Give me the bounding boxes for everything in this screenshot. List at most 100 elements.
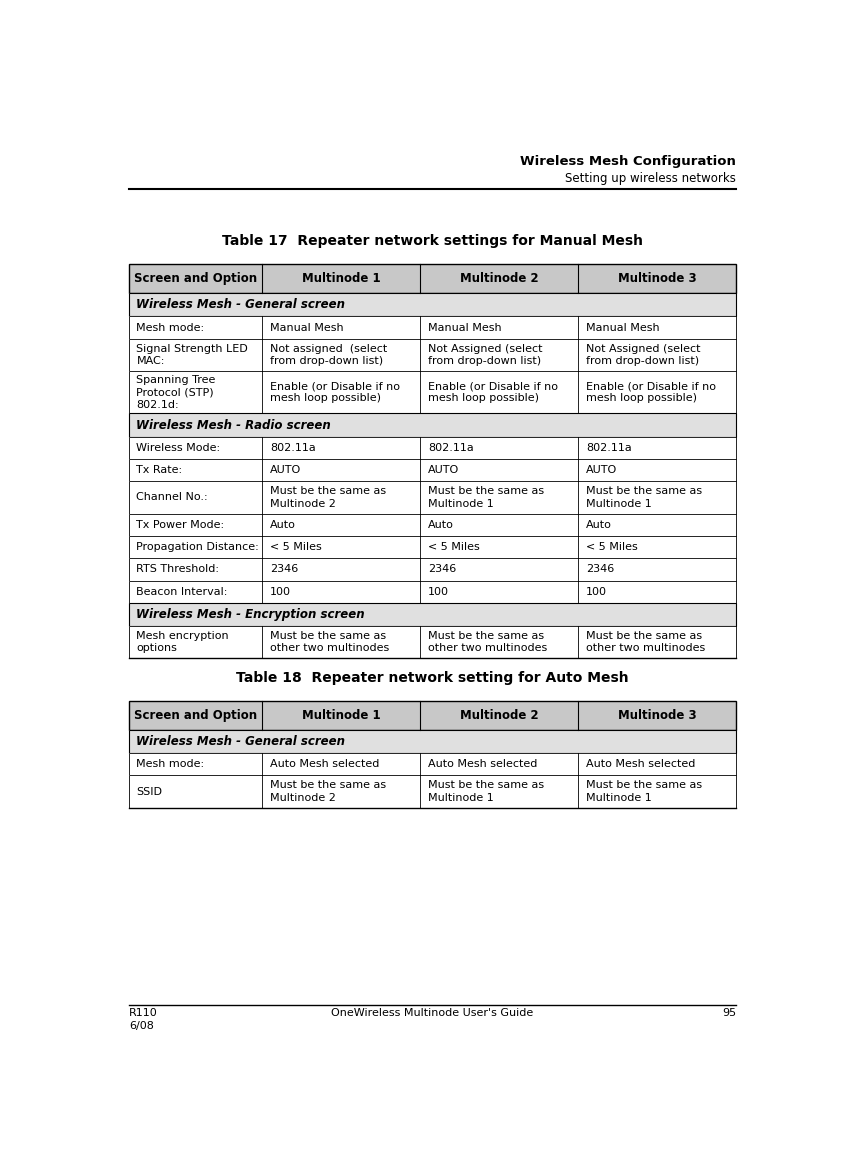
Bar (129, 535, 736, 558)
Text: AUTO: AUTO (428, 465, 459, 475)
Text: Setting up wireless networks: Setting up wireless networks (565, 171, 736, 184)
Bar (129, 558, 736, 581)
Text: 802.11a: 802.11a (270, 443, 316, 453)
Text: Must be the same as
Multinode 2: Must be the same as Multinode 2 (270, 486, 387, 508)
Text: Auto Mesh selected: Auto Mesh selected (428, 760, 538, 769)
Text: Wireless Mesh - Radio screen: Wireless Mesh - Radio screen (137, 418, 331, 432)
Bar (129, 535, 736, 558)
Bar (129, 730, 736, 753)
Text: Not assigned  (select
from drop-down list): Not assigned (select from drop-down list… (270, 344, 387, 366)
Text: Auto Mesh selected: Auto Mesh selected (270, 760, 380, 769)
Text: 100: 100 (586, 587, 607, 596)
Bar (129, 581, 736, 603)
Bar (129, 581, 736, 603)
Text: SSID: SSID (137, 787, 163, 796)
Bar (129, 626, 736, 659)
Text: Mesh mode:: Mesh mode: (137, 760, 204, 769)
Text: Tx Rate:: Tx Rate: (137, 465, 182, 475)
Text: Wireless Mesh - Encryption screen: Wireless Mesh - Encryption screen (137, 608, 365, 621)
Text: < 5 Miles: < 5 Miles (586, 542, 638, 552)
Bar (129, 513, 736, 535)
Bar (129, 701, 736, 730)
Bar (129, 371, 736, 413)
Bar (129, 775, 736, 808)
Text: AUTO: AUTO (586, 465, 617, 475)
Bar (129, 317, 736, 339)
Text: RTS Threshold:: RTS Threshold: (137, 565, 219, 574)
Bar (129, 317, 736, 339)
Text: Multinode 1: Multinode 1 (302, 709, 381, 722)
Text: Must be the same as
other two multinodes: Must be the same as other two multinodes (428, 630, 548, 654)
Text: AUTO: AUTO (270, 465, 301, 475)
Text: < 5 Miles: < 5 Miles (270, 542, 322, 552)
Text: Signal Strength LED
MAC:: Signal Strength LED MAC: (137, 344, 248, 366)
Text: 2346: 2346 (270, 565, 299, 574)
Text: Multinode 3: Multinode 3 (618, 272, 696, 285)
Text: Must be the same as
Multinode 1: Must be the same as Multinode 1 (428, 781, 544, 803)
Text: 802.11a: 802.11a (586, 443, 632, 453)
Bar (129, 603, 736, 626)
Bar (129, 459, 736, 481)
Text: Must be the same as
other two multinodes: Must be the same as other two multinodes (586, 630, 706, 654)
Text: R110: R110 (129, 1008, 158, 1018)
Bar (129, 294, 736, 317)
Text: Auto: Auto (270, 520, 296, 529)
Text: Enable (or Disable if no
mesh loop possible): Enable (or Disable if no mesh loop possi… (586, 382, 716, 404)
Text: Must be the same as
other two multinodes: Must be the same as other two multinodes (270, 630, 389, 654)
Text: Auto: Auto (586, 520, 612, 529)
Bar (129, 701, 736, 730)
Text: Multinode 2: Multinode 2 (460, 709, 538, 722)
Text: 100: 100 (270, 587, 291, 596)
Text: Manual Mesh: Manual Mesh (428, 323, 502, 332)
Bar (129, 513, 736, 535)
Text: Wireless Mesh Configuration: Wireless Mesh Configuration (521, 155, 736, 168)
Text: 802.11a: 802.11a (428, 443, 473, 453)
Bar (129, 603, 736, 626)
Text: Screen and Option: Screen and Option (134, 272, 257, 285)
Bar (129, 294, 736, 317)
Text: Must be the same as
Multinode 2: Must be the same as Multinode 2 (270, 781, 387, 803)
Text: Wireless Mesh - General screen: Wireless Mesh - General screen (137, 298, 345, 311)
Text: Must be the same as
Multinode 1: Must be the same as Multinode 1 (586, 781, 702, 803)
Text: Propagation Distance:: Propagation Distance: (137, 542, 259, 552)
Bar (129, 437, 736, 459)
Text: Multinode 3: Multinode 3 (618, 709, 696, 722)
Text: 6/08: 6/08 (129, 1021, 154, 1031)
Bar (129, 730, 736, 753)
Text: Channel No.:: Channel No.: (137, 492, 208, 502)
Text: 95: 95 (722, 1008, 736, 1018)
Text: Mesh encryption
options: Mesh encryption options (137, 630, 229, 654)
Text: Table 18  Repeater network setting for Auto Mesh: Table 18 Repeater network setting for Au… (236, 670, 629, 684)
Bar (129, 371, 736, 413)
Text: < 5 Miles: < 5 Miles (428, 542, 480, 552)
Text: OneWireless Multinode User's Guide: OneWireless Multinode User's Guide (332, 1008, 533, 1018)
Bar (129, 413, 736, 437)
Text: Manual Mesh: Manual Mesh (270, 323, 344, 332)
Text: 2346: 2346 (428, 565, 457, 574)
Bar (129, 753, 736, 775)
Bar (129, 339, 736, 371)
Text: Enable (or Disable if no
mesh loop possible): Enable (or Disable if no mesh loop possi… (270, 382, 400, 404)
Text: Must be the same as
Multinode 1: Must be the same as Multinode 1 (428, 486, 544, 508)
Bar (129, 413, 736, 437)
Text: Screen and Option: Screen and Option (134, 709, 257, 722)
Text: 100: 100 (428, 587, 449, 596)
Bar (129, 775, 736, 808)
Text: Must be the same as
Multinode 1: Must be the same as Multinode 1 (586, 486, 702, 508)
Text: Spanning Tree
Protocol (STP)
802.1d:: Spanning Tree Protocol (STP) 802.1d: (137, 375, 216, 410)
Bar (129, 264, 736, 294)
Text: Mesh mode:: Mesh mode: (137, 323, 204, 332)
Text: Not Assigned (select
from drop-down list): Not Assigned (select from drop-down list… (428, 344, 543, 366)
Bar (129, 339, 736, 371)
Text: Auto Mesh selected: Auto Mesh selected (586, 760, 695, 769)
Text: 2346: 2346 (586, 565, 614, 574)
Text: Auto: Auto (428, 520, 454, 529)
Text: Table 17  Repeater network settings for Manual Mesh: Table 17 Repeater network settings for M… (222, 234, 643, 248)
Text: Wireless Mesh - General screen: Wireless Mesh - General screen (137, 735, 345, 748)
Text: Multinode 1: Multinode 1 (302, 272, 381, 285)
Bar (129, 558, 736, 581)
Bar (129, 481, 736, 513)
Text: Multinode 2: Multinode 2 (460, 272, 538, 285)
Text: Tx Power Mode:: Tx Power Mode: (137, 520, 225, 529)
Text: Beacon Interval:: Beacon Interval: (137, 587, 228, 596)
